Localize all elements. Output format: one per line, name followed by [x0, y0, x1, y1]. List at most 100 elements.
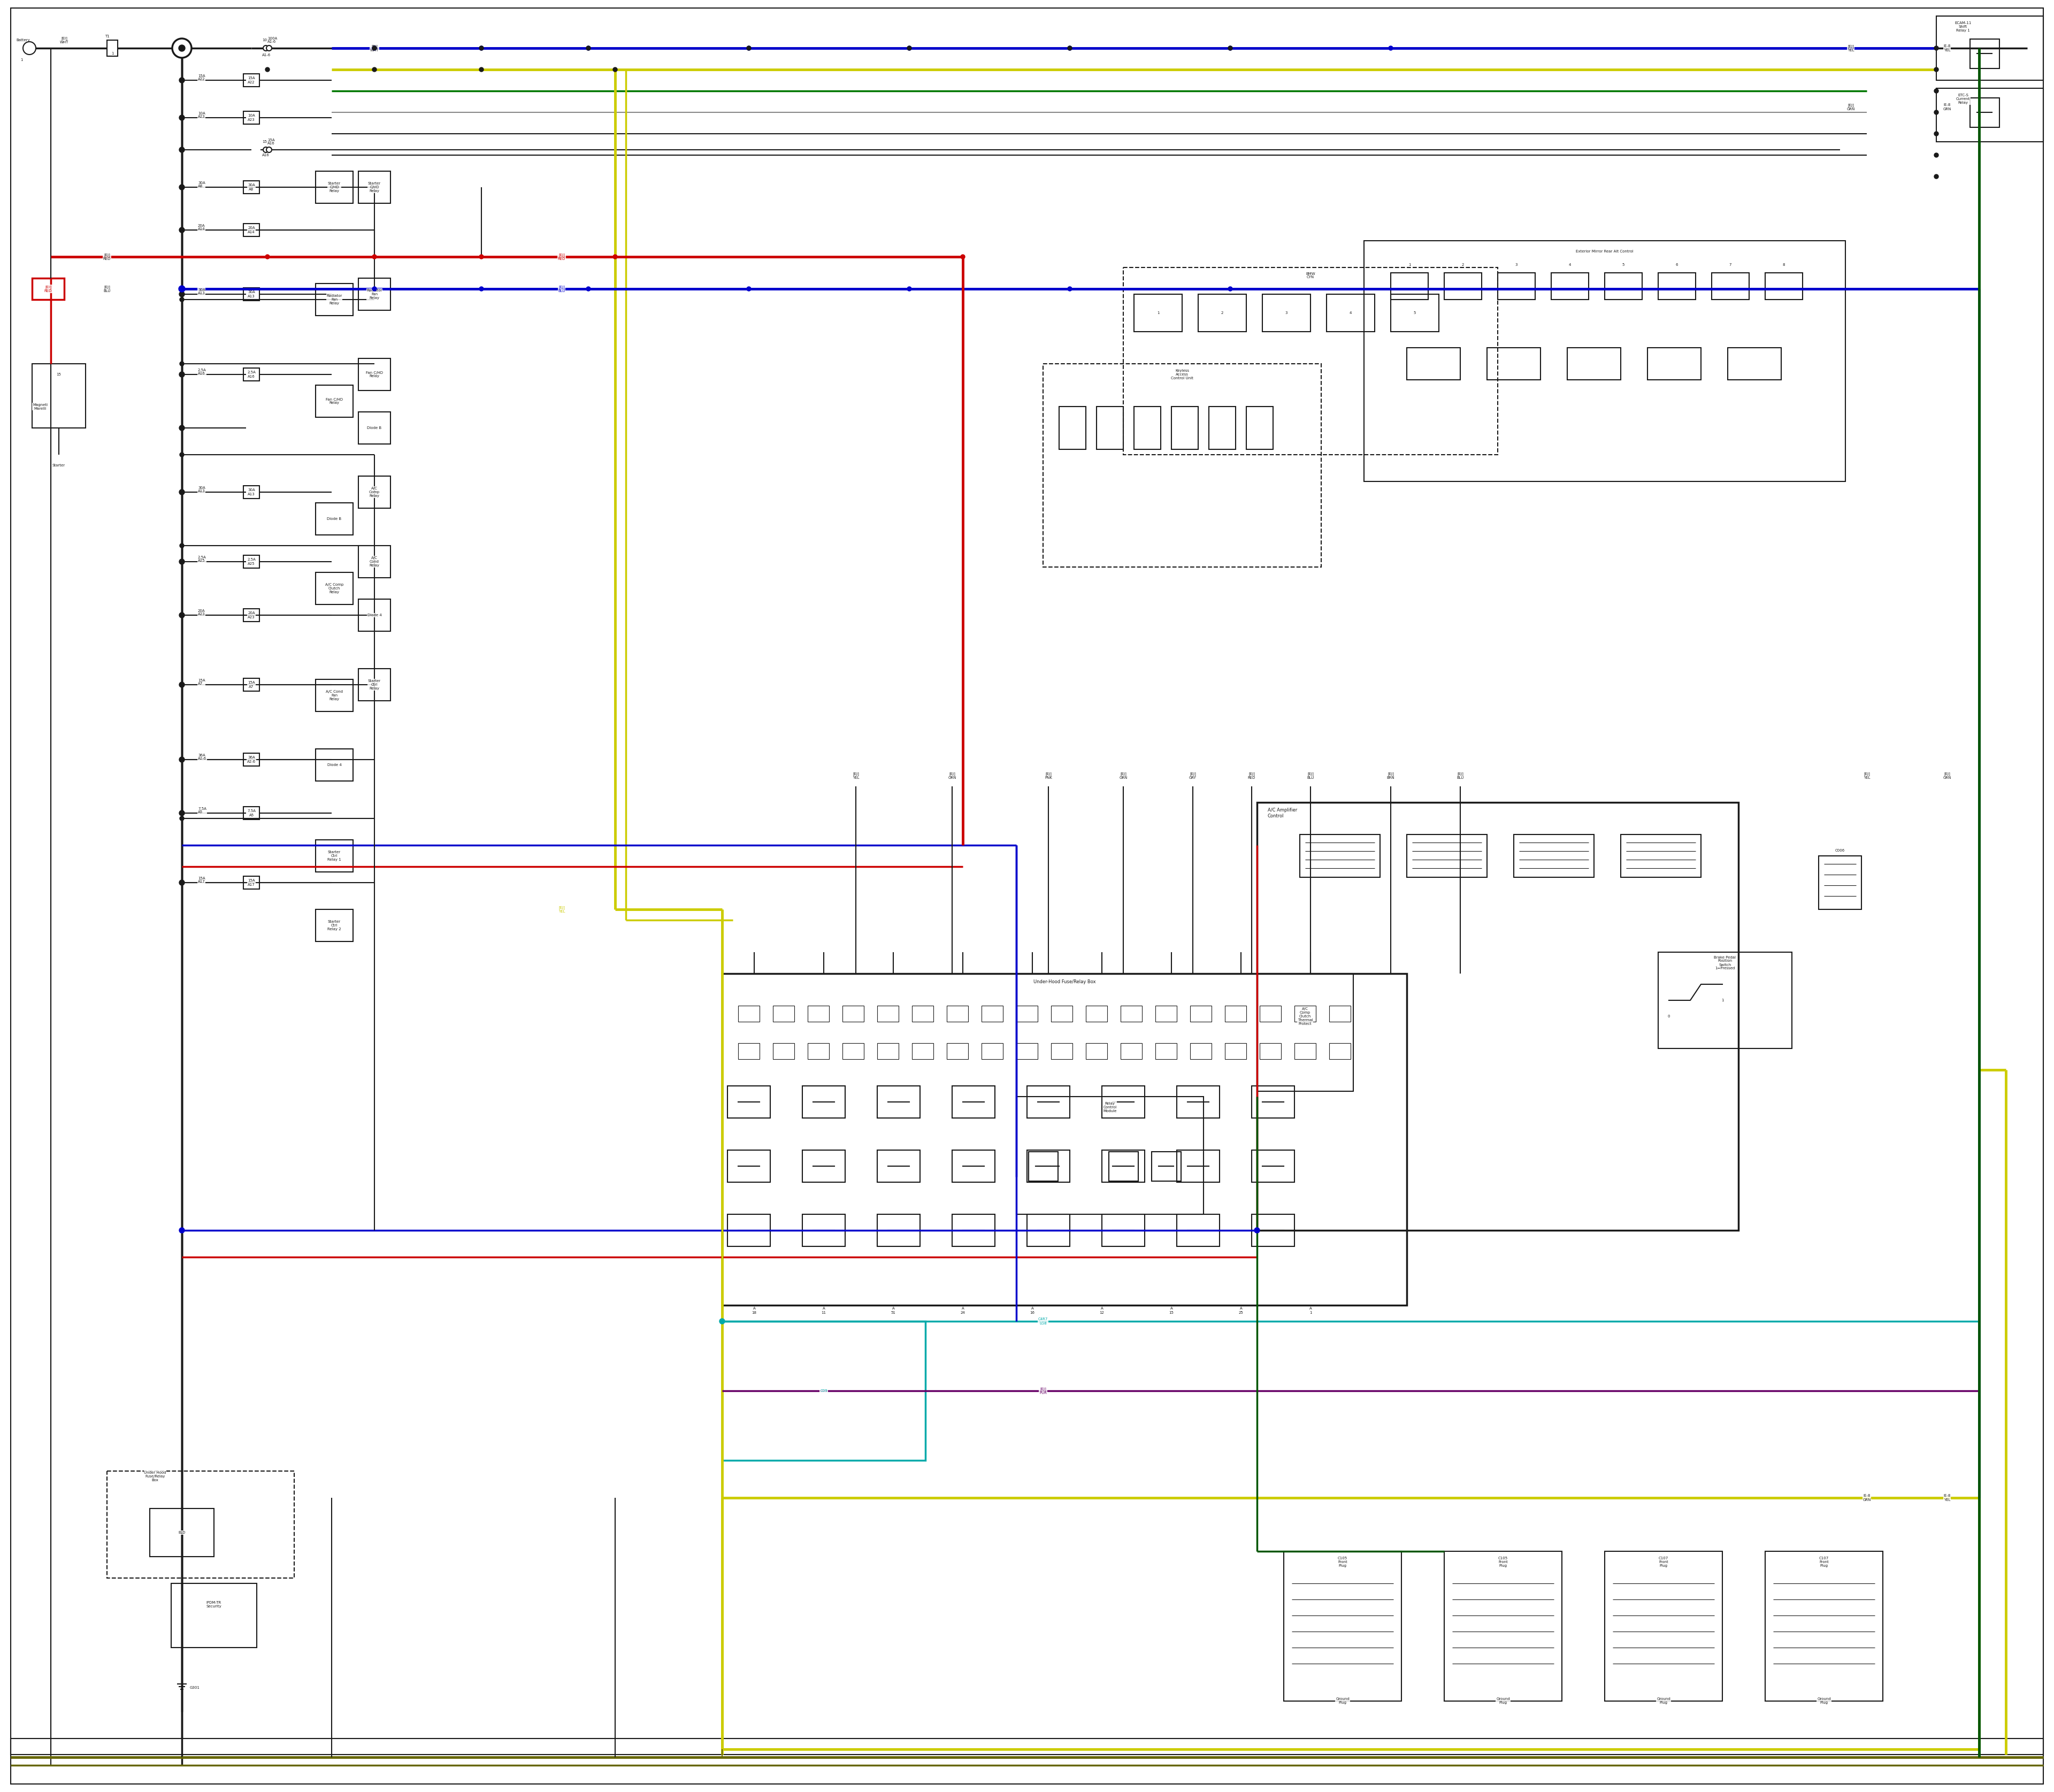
Text: A/C
Comp
Relay: A/C Comp Relay: [370, 487, 380, 498]
Text: 4: 4: [1569, 263, 1571, 267]
Bar: [1134, 407, 1161, 450]
Text: 5: 5: [1413, 312, 1415, 315]
Text: 2.5A
A16: 2.5A A16: [246, 371, 255, 378]
Text: A16: A16: [263, 154, 269, 156]
Circle shape: [908, 47, 912, 50]
Text: IE-8
GRN: IE-8 GRN: [1943, 104, 1951, 111]
Bar: [1017, 1043, 1037, 1059]
Bar: [1711, 272, 1750, 299]
Text: [EJ]
PUR: [EJ] PUR: [1039, 1387, 1048, 1394]
Text: 15A: 15A: [263, 140, 269, 143]
Text: 20A
A23: 20A A23: [249, 611, 255, 618]
Bar: [803, 1150, 844, 1183]
Bar: [316, 679, 353, 711]
Circle shape: [23, 41, 35, 54]
Circle shape: [585, 47, 592, 50]
Text: IE-8
YEL: IE-8 YEL: [1943, 1495, 1951, 1502]
Bar: [1487, 348, 1540, 380]
Bar: [877, 1150, 920, 1183]
Text: +: +: [29, 47, 31, 50]
Text: Battery: Battery: [16, 38, 31, 41]
Bar: [1294, 1043, 1317, 1059]
Bar: [10, 1738, 2044, 1754]
Bar: [357, 477, 390, 509]
Bar: [242, 876, 259, 889]
Text: 10A
A23: 10A A23: [197, 111, 205, 118]
Bar: [316, 172, 353, 202]
Circle shape: [479, 254, 483, 258]
Circle shape: [719, 1319, 725, 1324]
Bar: [1294, 1005, 1317, 1021]
Text: Ground
Plug: Ground Plug: [1818, 1697, 1830, 1704]
Text: 15A
A17: 15A A17: [249, 880, 255, 885]
Text: 15A
A22: 15A A22: [197, 73, 205, 81]
Text: [EJ]
YEL: [EJ] YEL: [1863, 772, 1869, 780]
Bar: [803, 1215, 844, 1247]
Bar: [170, 1584, 257, 1647]
Bar: [1124, 267, 1497, 455]
Text: [EI]
RED: [EI] RED: [45, 285, 51, 292]
Circle shape: [1255, 1228, 1259, 1233]
Text: 1: 1: [111, 52, 113, 56]
Text: A
15: A 15: [1169, 1306, 1173, 1314]
Circle shape: [1935, 109, 1939, 115]
Bar: [982, 1005, 1002, 1021]
Bar: [1121, 1043, 1142, 1059]
Text: A/C
Cond
Relay: A/C Cond Relay: [370, 556, 380, 566]
Circle shape: [179, 425, 185, 430]
Bar: [1604, 272, 1641, 299]
Circle shape: [479, 68, 483, 72]
Text: [EJ]
RED: [EJ] RED: [103, 253, 111, 260]
Bar: [357, 172, 390, 202]
Text: A
24: A 24: [961, 1306, 965, 1314]
Bar: [727, 1086, 770, 1118]
Bar: [727, 1215, 770, 1247]
Text: BMW
CYN: BMW CYN: [1306, 272, 1315, 280]
Bar: [723, 1321, 926, 1460]
Bar: [357, 412, 390, 444]
Circle shape: [181, 880, 185, 885]
Circle shape: [179, 810, 185, 815]
Text: A
12: A 12: [1099, 1306, 1105, 1314]
Circle shape: [748, 47, 752, 50]
Bar: [316, 749, 353, 781]
Circle shape: [179, 45, 185, 52]
Bar: [1087, 1043, 1107, 1059]
Bar: [1497, 272, 1534, 299]
Bar: [947, 1005, 967, 1021]
Text: Starter
Ctrl
Relay: Starter Ctrl Relay: [368, 679, 380, 690]
Text: 15: 15: [55, 373, 62, 376]
Text: 3: 3: [1516, 263, 1518, 267]
Text: 10A
A23: 10A A23: [249, 115, 255, 122]
Text: 30A
A13: 30A A13: [197, 289, 205, 296]
Text: A
11: A 11: [822, 1306, 826, 1314]
Bar: [1154, 1005, 1177, 1021]
Circle shape: [267, 45, 271, 50]
Circle shape: [1228, 287, 1232, 290]
Bar: [877, 1043, 900, 1059]
Bar: [1251, 1215, 1294, 1247]
Circle shape: [748, 287, 752, 290]
Text: [EJ]
BLU: [EJ] BLU: [103, 285, 111, 292]
Circle shape: [181, 817, 185, 821]
Text: [EJ]
GRY: [EJ] GRY: [1189, 772, 1197, 780]
Bar: [877, 1086, 920, 1118]
Circle shape: [1228, 47, 1232, 50]
Circle shape: [748, 47, 752, 50]
Bar: [107, 39, 117, 56]
Bar: [1210, 407, 1237, 450]
Text: 2: 2: [1462, 263, 1465, 267]
Bar: [1029, 1152, 1058, 1181]
Circle shape: [372, 47, 376, 50]
Circle shape: [612, 254, 618, 258]
Bar: [737, 1043, 760, 1059]
Text: 30A
A8: 30A A8: [249, 185, 255, 190]
Bar: [1263, 294, 1310, 332]
Bar: [33, 278, 64, 299]
Text: IPDM-TR
Security: IPDM-TR Security: [205, 1602, 222, 1607]
Circle shape: [1068, 287, 1072, 290]
Bar: [807, 1005, 830, 1021]
Bar: [842, 1043, 865, 1059]
Text: 15A
A22: 15A A22: [249, 77, 255, 84]
Bar: [1017, 1097, 1204, 1215]
